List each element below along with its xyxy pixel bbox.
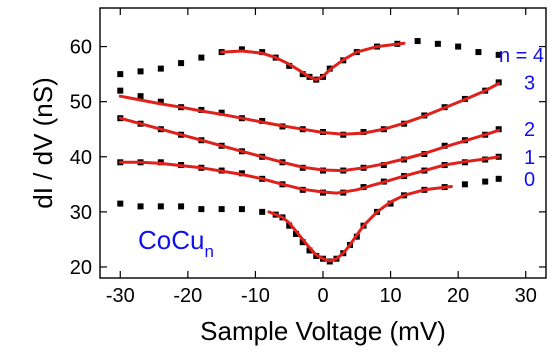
data-point: [482, 178, 489, 185]
fit-curve-3: [118, 82, 501, 136]
data-point: [434, 40, 441, 47]
data-point: [286, 222, 293, 229]
data-point: [157, 98, 164, 105]
x-tick-label: 10: [379, 285, 401, 307]
data-point: [292, 230, 299, 237]
data-point: [137, 93, 144, 100]
y-tick-label: 20: [70, 257, 92, 279]
x-tick-label: 0: [317, 285, 328, 307]
data-point: [495, 51, 502, 58]
inset-annotation-main: CoCu: [138, 225, 204, 255]
data-point: [157, 65, 164, 72]
data-point: [117, 87, 124, 94]
fit-curve-2: [118, 116, 501, 173]
data-point: [238, 46, 245, 53]
series-label: 1: [524, 147, 535, 169]
data-point: [259, 208, 266, 215]
data-point: [475, 49, 482, 56]
data-point: [299, 239, 306, 246]
data-point: [117, 71, 124, 78]
data-point: [178, 203, 185, 210]
data-point: [178, 60, 185, 67]
series-label: 0: [524, 169, 535, 191]
data-point: [198, 54, 205, 61]
series-labels: 01 2 3 n = 4: [499, 45, 544, 191]
data-point: [137, 68, 144, 75]
data-point: [218, 109, 225, 116]
data-point: [238, 206, 245, 213]
x-tick-label: -30: [106, 285, 135, 307]
fit-curve-4: [220, 41, 406, 82]
fit-curve-0: [267, 185, 453, 263]
tick-marks: [100, 8, 546, 278]
y-tick-label: 30: [70, 202, 92, 224]
y-tick-label: 50: [70, 92, 92, 114]
data-point: [495, 175, 502, 182]
inset-annotation-subscript: n: [204, 242, 213, 261]
x-tick-label: -20: [173, 285, 202, 307]
data-point: [306, 247, 313, 254]
x-axis-title: Sample Voltage (mV): [200, 316, 446, 346]
series-label: 3: [524, 72, 535, 94]
data-point: [157, 203, 164, 210]
data-point: [137, 203, 144, 210]
inset-annotation: CoCun: [138, 225, 214, 261]
data-point: [414, 38, 421, 45]
data-point: [218, 206, 225, 213]
data-point: [198, 206, 205, 213]
data-point: [455, 43, 462, 50]
x-tick-label: 20: [447, 285, 469, 307]
series-label: 2: [524, 119, 535, 141]
series-label: n = 4: [499, 45, 544, 67]
y-tick-label: 60: [70, 37, 92, 59]
data-point: [117, 200, 124, 207]
x-tick-label: 30: [515, 285, 537, 307]
fit-curves: [118, 41, 501, 263]
fit-curve-1: [118, 155, 501, 195]
x-tick-label: -10: [241, 285, 270, 307]
y-axis-title: dI / dV (nS): [28, 77, 58, 209]
y-tick-label: 40: [70, 147, 92, 169]
data-point: [461, 181, 468, 188]
